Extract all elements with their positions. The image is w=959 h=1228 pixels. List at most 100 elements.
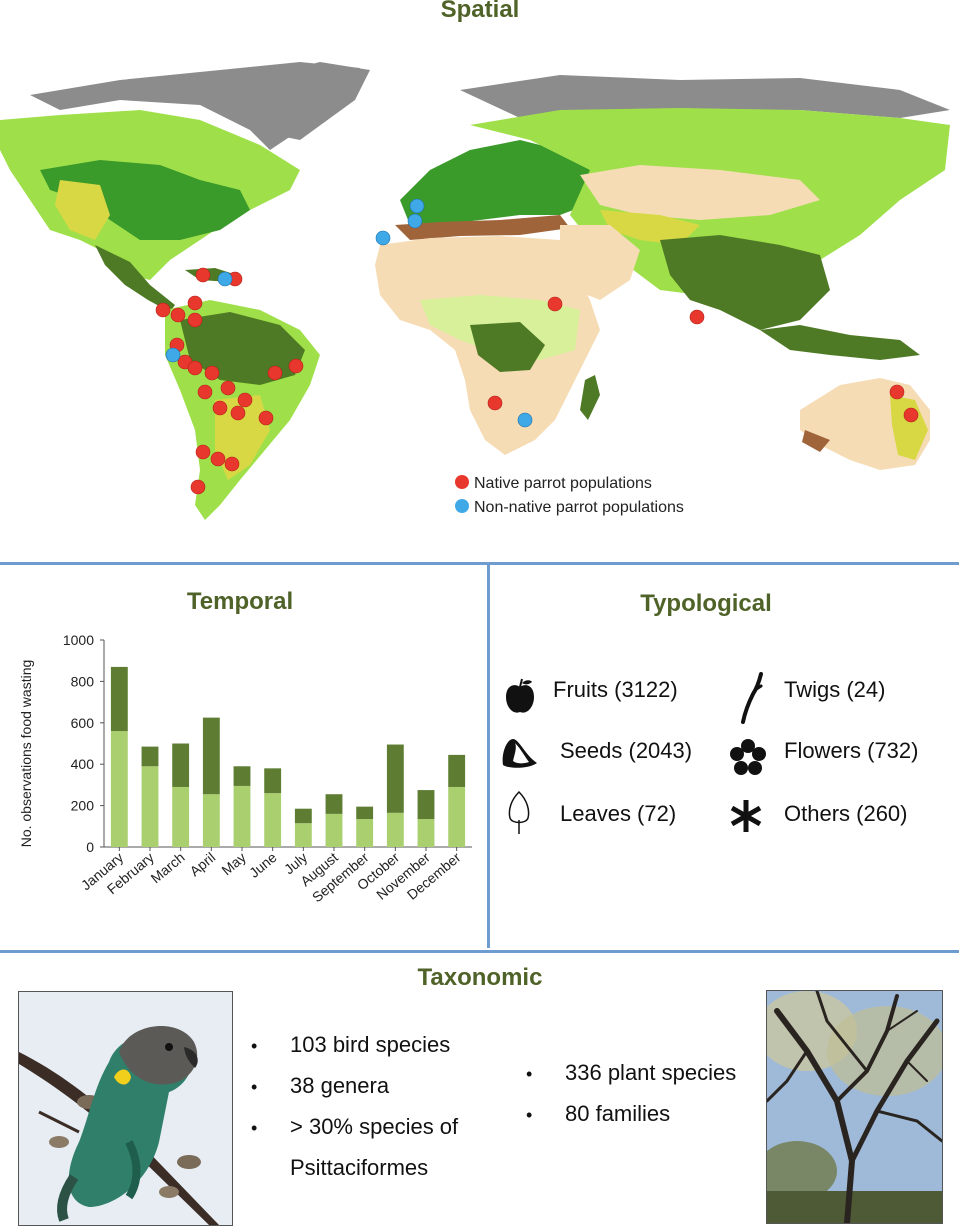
bird-species-count: 103 bird species bbox=[290, 1032, 451, 1057]
bar-segment bbox=[386, 744, 404, 813]
temporal-chart: 0 200 400 600 800 1000 No. observations food w… bbox=[18, 632, 472, 905]
others-label: Others (260) bbox=[784, 801, 908, 826]
non-native-marker bbox=[165, 347, 181, 363]
divider-bottom bbox=[0, 950, 959, 953]
asterisk-icon bbox=[730, 800, 762, 832]
non-native-legend-label: Non-native parrot populations bbox=[474, 499, 684, 516]
parrot-illustration bbox=[19, 992, 232, 1225]
seeds-label: Seeds (2043) bbox=[560, 738, 693, 763]
bar-segment bbox=[417, 819, 435, 847]
se-asia-islands bbox=[760, 325, 920, 360]
y-tick-label: 200 bbox=[71, 798, 95, 814]
native-markers bbox=[155, 267, 919, 495]
twigs-label: Twigs (24) bbox=[784, 677, 886, 702]
native-marker bbox=[190, 479, 206, 495]
plant-families-count: 80 families bbox=[565, 1101, 671, 1126]
plant-species-count: 336 plant species bbox=[565, 1060, 737, 1085]
non-native-legend-swatch bbox=[455, 499, 469, 513]
bar-segment bbox=[294, 823, 312, 847]
apple-icon bbox=[506, 678, 534, 713]
leaf-icon bbox=[508, 790, 530, 834]
non-native-marker bbox=[375, 230, 391, 246]
native-marker bbox=[288, 358, 304, 374]
bar-segment bbox=[264, 793, 282, 847]
bar-segment bbox=[448, 786, 466, 847]
bar-segment bbox=[386, 812, 404, 847]
bird-genera-count: 38 genera bbox=[290, 1073, 390, 1098]
congo-forest bbox=[470, 322, 545, 372]
typological-title: Typological bbox=[640, 590, 772, 617]
bar-segment bbox=[141, 766, 159, 847]
bar-segment bbox=[417, 790, 435, 820]
seed-icon bbox=[502, 739, 537, 768]
siberia-arctic bbox=[460, 75, 950, 118]
divider-top bbox=[0, 562, 959, 565]
psittaciformes-share: > 30% species of bbox=[290, 1114, 459, 1139]
y-tick-label: 600 bbox=[71, 715, 95, 731]
x-tick-label: May bbox=[218, 849, 249, 878]
bullet-dot: • bbox=[526, 1064, 533, 1084]
australia-east bbox=[890, 395, 928, 460]
bar-segment bbox=[233, 766, 251, 786]
bar-segment bbox=[172, 743, 190, 787]
mediterranean bbox=[395, 215, 570, 240]
y-tick-label: 800 bbox=[71, 673, 95, 689]
bar-segment bbox=[233, 785, 251, 847]
y-tick-label: 1000 bbox=[63, 632, 94, 648]
fruits-label: Fruits (3122) bbox=[553, 677, 678, 702]
flower-icon bbox=[730, 739, 766, 775]
native-marker bbox=[155, 302, 171, 318]
bullet-dot: • bbox=[251, 1036, 258, 1056]
bar-segment bbox=[448, 754, 466, 787]
native-marker bbox=[889, 384, 905, 400]
parrot-photo bbox=[18, 991, 233, 1226]
divider-middle bbox=[487, 564, 490, 948]
central-america bbox=[95, 245, 175, 312]
madagascar bbox=[580, 375, 600, 420]
native-marker bbox=[224, 456, 240, 472]
native-marker bbox=[204, 365, 220, 381]
native-marker bbox=[220, 380, 236, 396]
bullet-dot: • bbox=[526, 1105, 533, 1125]
na-dry bbox=[55, 180, 110, 240]
native-marker bbox=[237, 392, 253, 408]
taxonomic-title: Taxonomic bbox=[417, 964, 543, 991]
native-marker bbox=[187, 312, 203, 328]
bar-segment bbox=[325, 813, 343, 847]
bar-segment bbox=[264, 768, 282, 794]
native-marker bbox=[689, 309, 705, 325]
y-axis-label: No. observations food wasting bbox=[18, 660, 34, 848]
psittaciformes-label: Psittaciformes bbox=[290, 1155, 429, 1180]
native-marker bbox=[547, 296, 563, 312]
native-marker bbox=[170, 307, 186, 323]
south-asia-forest bbox=[660, 235, 830, 330]
native-marker bbox=[187, 360, 203, 376]
na-forest bbox=[40, 160, 250, 240]
bar-segment bbox=[110, 731, 128, 847]
bar-segment bbox=[172, 786, 190, 847]
native-legend-swatch bbox=[455, 475, 469, 489]
non-native-marker bbox=[407, 213, 423, 229]
x-tick-label: April bbox=[187, 849, 219, 879]
y-tick-label: 400 bbox=[71, 756, 95, 772]
temporal-title: Temporal bbox=[186, 588, 294, 615]
australia-south bbox=[802, 430, 830, 452]
native-marker bbox=[212, 400, 228, 416]
greenland bbox=[250, 62, 370, 140]
y-tick-label: 0 bbox=[86, 839, 94, 855]
non-native-marker bbox=[409, 198, 425, 214]
x-tick-label: June bbox=[246, 849, 280, 881]
flowers-label: Flowers (732) bbox=[784, 738, 919, 763]
asia-steppe bbox=[580, 165, 820, 220]
spatial-title: Spatial bbox=[440, 0, 520, 23]
non-native-markers bbox=[165, 198, 533, 428]
native-marker bbox=[187, 295, 203, 311]
bar-segment bbox=[356, 819, 374, 847]
europe bbox=[400, 140, 600, 225]
non-native-marker bbox=[517, 412, 533, 428]
non-native-marker bbox=[217, 271, 233, 287]
native-marker bbox=[197, 384, 213, 400]
twig-icon bbox=[741, 672, 763, 724]
world-map: Native parrot populations Non-native par… bbox=[0, 62, 950, 520]
native-marker bbox=[195, 444, 211, 460]
